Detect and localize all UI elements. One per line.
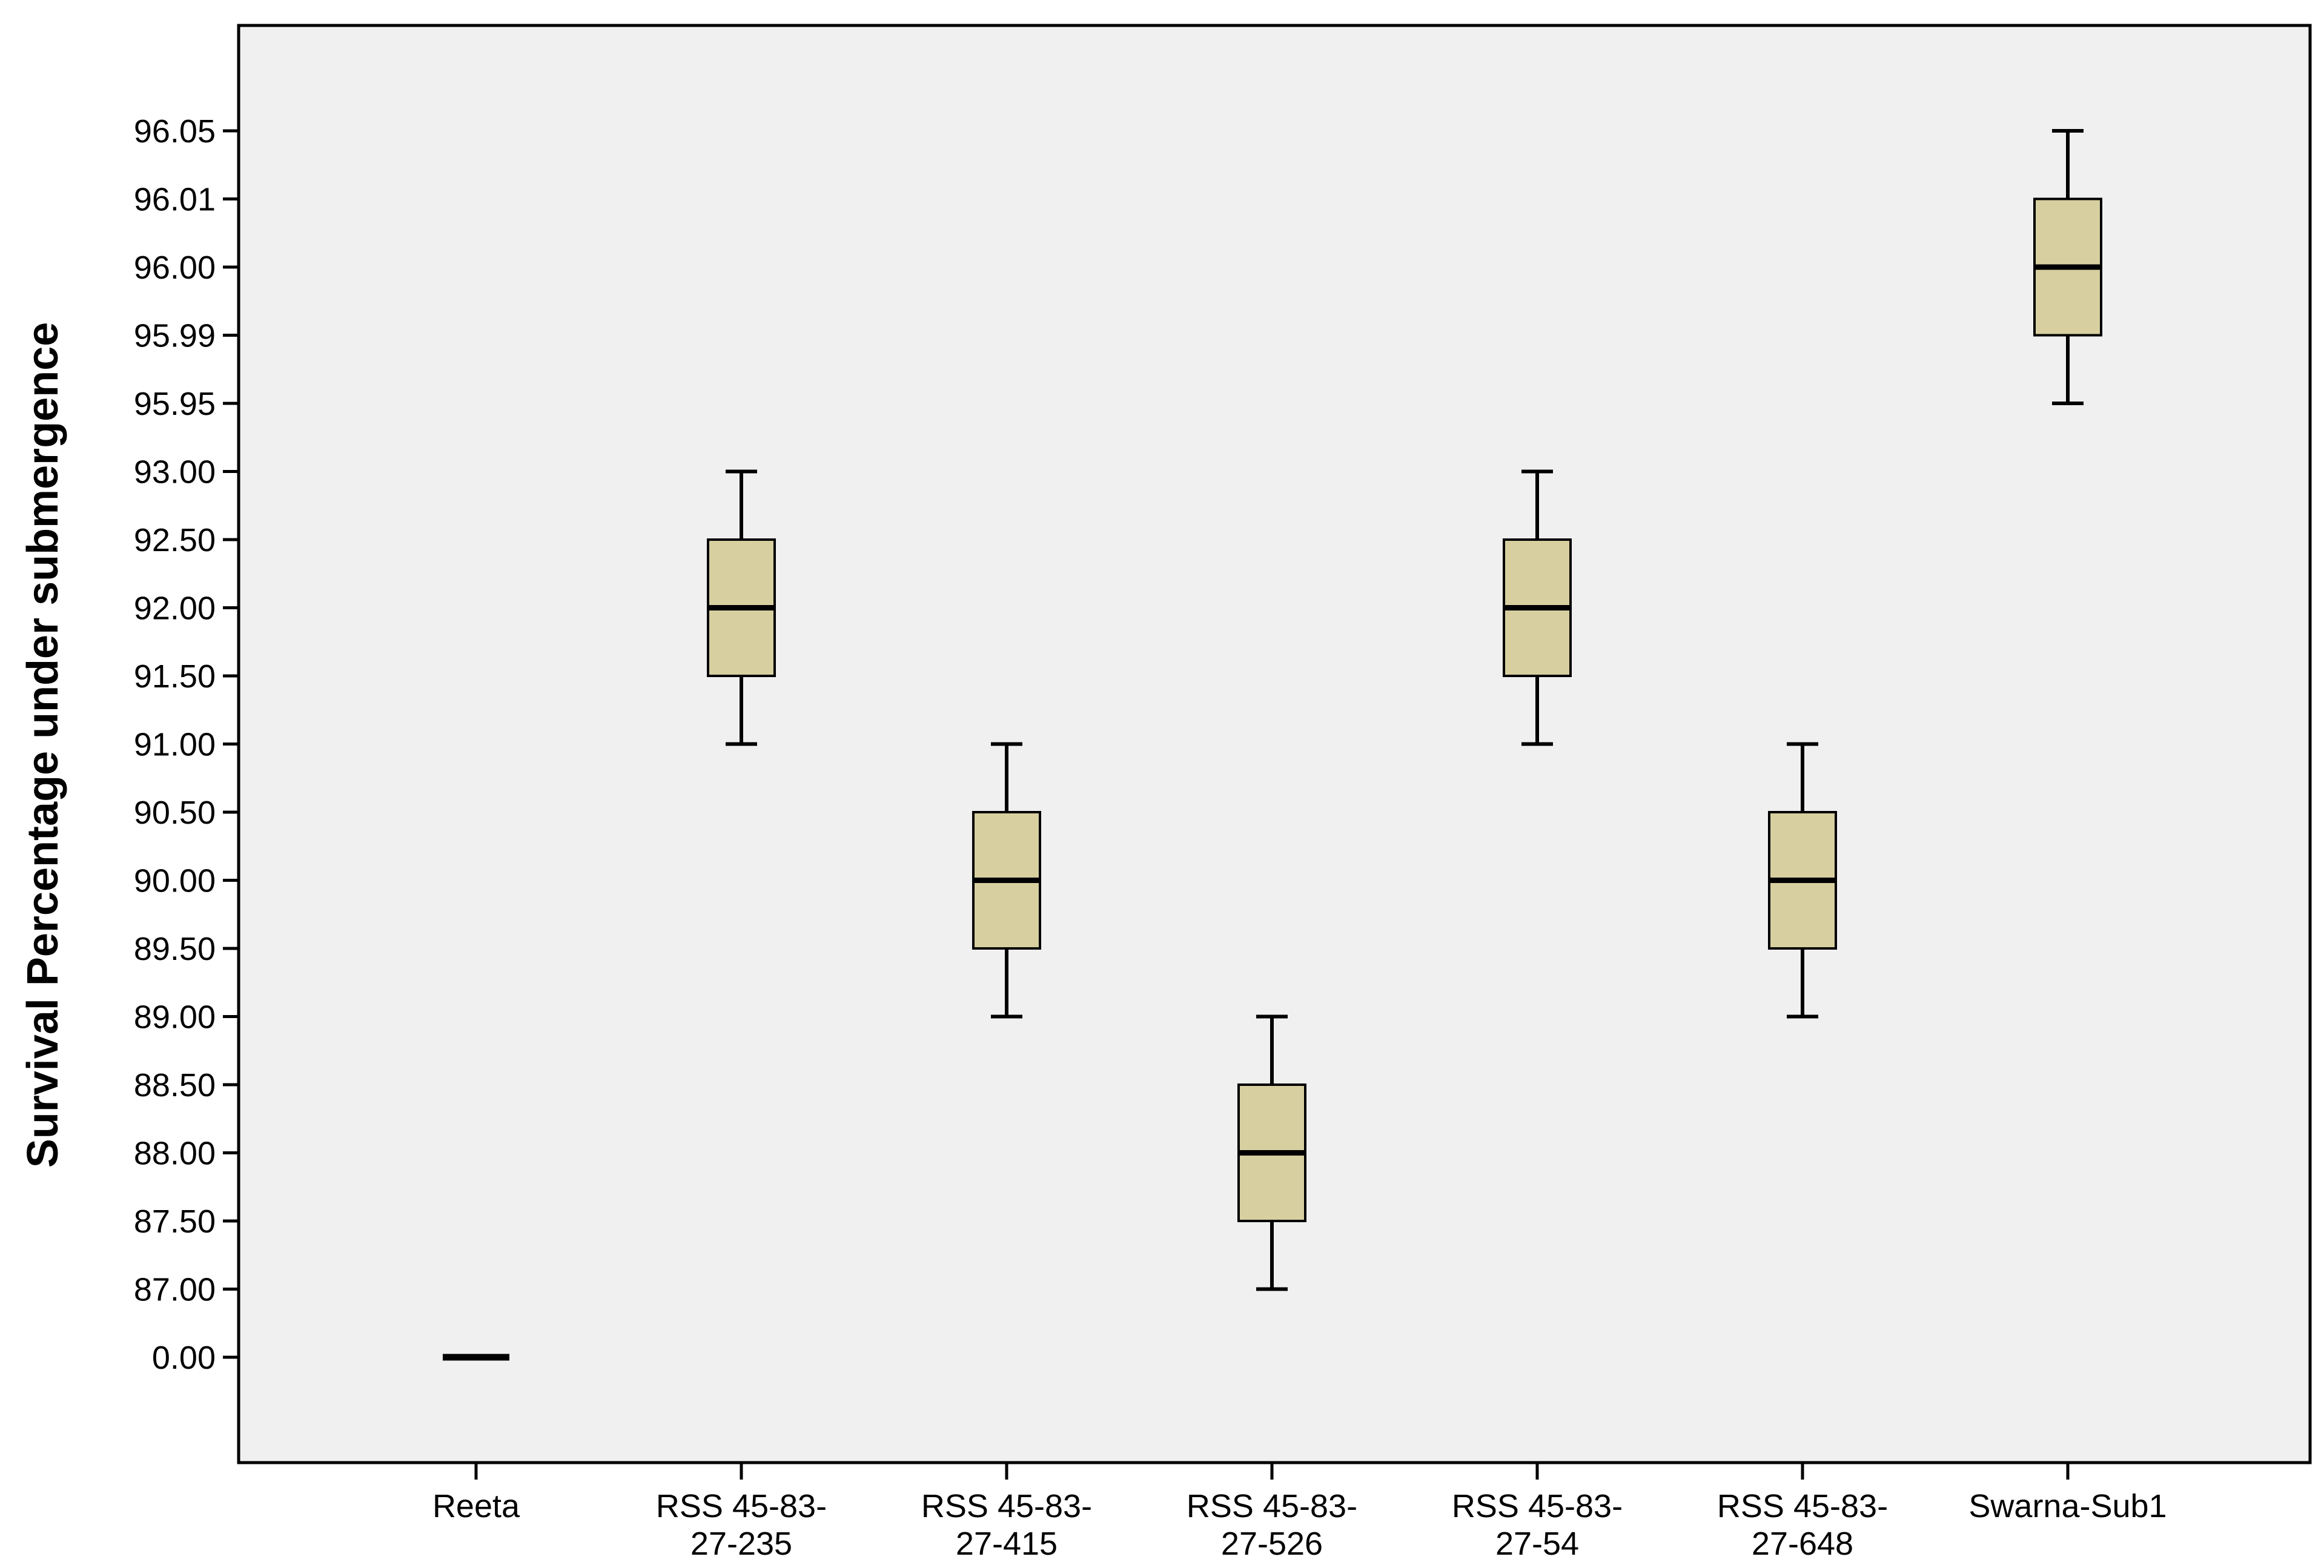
plot-area — [237, 24, 2312, 1464]
y-tick-label: 93.00 — [134, 454, 216, 491]
x-category-label: RSS 45-83- — [1187, 1488, 1357, 1524]
x-category-label: 27-648 — [1752, 1526, 1853, 1562]
y-tick-label: 95.95 — [134, 386, 216, 422]
y-tick-label: 92.50 — [134, 522, 216, 558]
y-tick-label: 96.01 — [134, 182, 216, 218]
box-5 — [1503, 469, 1572, 746]
box-2 — [707, 469, 776, 746]
box-4 — [1237, 1014, 1306, 1291]
x-category-label: 27-526 — [1221, 1526, 1323, 1562]
x-category-label: Swarna-Sub1 — [1968, 1488, 2167, 1524]
y-tick-label: 88.00 — [134, 1136, 216, 1172]
y-tick-label: 0.00 — [152, 1340, 216, 1376]
y-tick-label: 91.00 — [134, 727, 216, 763]
box-series — [443, 129, 2102, 1361]
x-category-label: RSS 45-83- — [656, 1488, 827, 1524]
y-tick-label: 89.00 — [134, 999, 216, 1036]
y-tick-label: 92.00 — [134, 590, 216, 627]
y-tick-label: 89.50 — [134, 931, 216, 967]
x-category-label: 27-415 — [956, 1526, 1058, 1562]
x-category-label: 27-235 — [690, 1526, 792, 1562]
y-tick-label: 88.50 — [134, 1067, 216, 1103]
box-3 — [972, 742, 1041, 1019]
x-category-label: RSS 45-83- — [1717, 1488, 1888, 1524]
y-tick-label: 95.99 — [134, 318, 216, 354]
y-axis: 96.05 96.01 96.00 95.99 95.95 93.00 92.50 92.00… — [134, 113, 239, 1376]
x-category-label: 27-54 — [1495, 1526, 1579, 1562]
x-category-label: Reeta — [432, 1488, 520, 1524]
box-6 — [1768, 742, 1837, 1019]
y-tick-label: 91.50 — [134, 658, 216, 695]
x-category-label: RSS 45-83- — [921, 1488, 1092, 1524]
box-7 — [2033, 129, 2102, 405]
x-category-label: RSS 45-83- — [1452, 1488, 1623, 1524]
y-tick-label: 96.00 — [134, 250, 216, 286]
y-tick-label: 87.50 — [134, 1203, 216, 1240]
y-tick-label: 96.05 — [134, 113, 216, 150]
y-tick-label: 87.00 — [134, 1272, 216, 1308]
y-tick-label: 90.00 — [134, 863, 216, 899]
y-tick-label: 90.50 — [134, 795, 216, 831]
y-axis-title: Survival Percentage under submergence — [19, 322, 67, 1168]
